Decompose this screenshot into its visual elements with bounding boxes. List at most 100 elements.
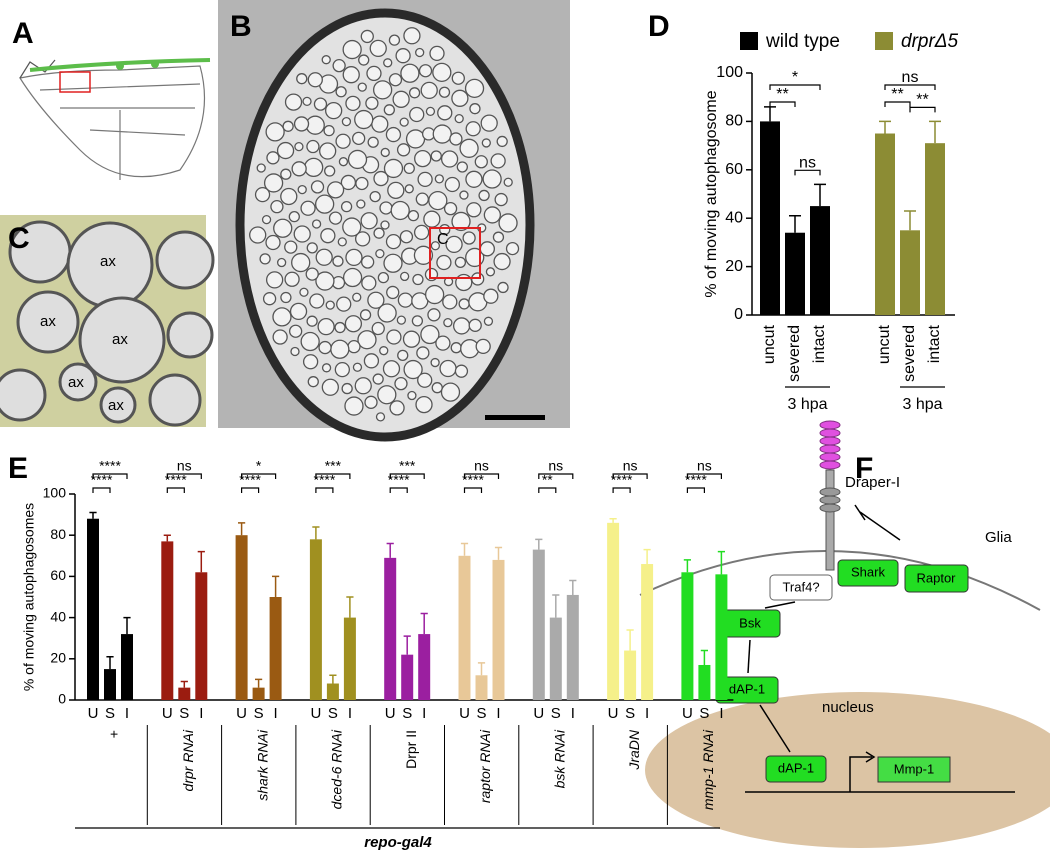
- significance-label: *: [256, 458, 262, 474]
- axon: [383, 253, 403, 273]
- node-label: Shark: [851, 564, 885, 579]
- axon: [413, 245, 434, 265]
- bar: [475, 675, 488, 700]
- axon: [407, 209, 420, 222]
- bar: [641, 564, 654, 700]
- x-tick-label: I: [571, 705, 575, 722]
- y-tick-label: 60: [50, 567, 66, 583]
- significance-bracket: [241, 473, 277, 479]
- axon: [328, 211, 343, 225]
- axon: [347, 149, 368, 170]
- axon: [480, 114, 498, 132]
- error-bar: [106, 655, 114, 670]
- x-axis-label: repo-gal4: [364, 834, 432, 851]
- bar: [532, 549, 545, 700]
- x-tick-label: S: [179, 705, 189, 722]
- bar: [760, 121, 780, 316]
- axon: [272, 329, 288, 345]
- axon: [485, 267, 496, 277]
- significance-label: ****: [91, 472, 113, 488]
- axon: [347, 340, 361, 354]
- axon: [313, 97, 328, 111]
- axon: [352, 292, 362, 302]
- significance-label: ****: [239, 472, 261, 488]
- axon: [321, 55, 331, 65]
- axon: [432, 124, 452, 144]
- y-tick-label: 60: [725, 161, 743, 178]
- axon: [280, 291, 292, 304]
- axon: [354, 377, 372, 395]
- bar: [549, 617, 562, 700]
- axon: [344, 396, 364, 416]
- axon: [435, 335, 451, 351]
- axon: [407, 390, 417, 401]
- axon: [497, 281, 509, 294]
- axon: [375, 412, 386, 422]
- axon: [458, 298, 470, 310]
- significance-bracket: [166, 473, 202, 479]
- axon: [392, 90, 410, 108]
- bar: [418, 634, 431, 700]
- significance-label: ns: [902, 69, 919, 86]
- axon: [256, 163, 266, 173]
- axon: [332, 58, 346, 73]
- axon: [276, 257, 287, 268]
- axon: [425, 106, 436, 117]
- node-label: Bsk: [739, 615, 761, 630]
- significance-bracket: [686, 487, 705, 493]
- axon: [415, 395, 433, 414]
- error-bar: [814, 183, 826, 207]
- significance-label: **: [776, 86, 788, 103]
- significance-label: ****: [388, 472, 410, 488]
- axon: [408, 87, 421, 99]
- significance-label: ns: [697, 458, 712, 474]
- node-box: [837, 559, 899, 587]
- axon: [371, 115, 389, 133]
- axon: [361, 275, 377, 291]
- axon: [412, 273, 424, 286]
- axon: [342, 66, 360, 84]
- axon: [306, 315, 318, 327]
- axon: [492, 231, 505, 243]
- axon: [503, 177, 513, 187]
- axon: [302, 96, 312, 107]
- y-tick-label: 20: [725, 258, 743, 275]
- axon: [330, 339, 350, 359]
- axon: [442, 294, 458, 310]
- axon: [311, 219, 322, 229]
- axon: [288, 210, 300, 223]
- axon: [405, 129, 426, 149]
- axon: [465, 121, 481, 137]
- error-bar: [255, 678, 263, 688]
- axon: [415, 192, 429, 206]
- axon: [334, 361, 350, 378]
- axon: [465, 170, 483, 188]
- error-bar: [238, 522, 246, 536]
- scale-bar: [485, 415, 545, 420]
- axon: [284, 240, 298, 254]
- axon: [365, 96, 379, 110]
- axon: [297, 184, 307, 195]
- axon: [451, 211, 471, 232]
- x-tick-label: U: [162, 705, 173, 722]
- axon: [334, 321, 346, 334]
- axon: [414, 149, 432, 168]
- significance-bracket: [909, 106, 936, 113]
- x-tick-label: I: [199, 705, 203, 722]
- axon: [265, 271, 284, 289]
- axon: [354, 231, 371, 247]
- error-bar: [89, 511, 97, 519]
- axon: [483, 288, 499, 304]
- axon: [296, 73, 308, 85]
- axon: [357, 82, 367, 92]
- axon: [399, 271, 410, 282]
- axon: [341, 116, 352, 127]
- error-bar: [163, 534, 171, 542]
- significance-bracket: [884, 84, 936, 90]
- significance-label: **: [916, 92, 928, 109]
- axon: [254, 186, 271, 203]
- axon: [430, 357, 440, 368]
- x-tick-label: U: [608, 705, 619, 722]
- axon: [272, 307, 292, 327]
- x-tick-label: uncut: [761, 324, 778, 364]
